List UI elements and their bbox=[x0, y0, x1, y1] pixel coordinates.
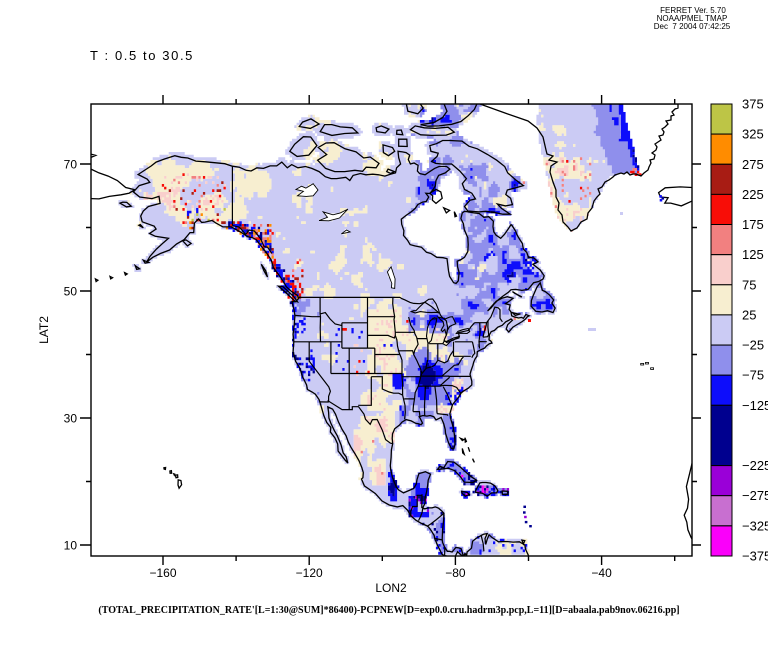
svg-text:FERRET Ver. 5.70: FERRET Ver. 5.70 bbox=[660, 6, 726, 15]
svg-text:−160: −160 bbox=[149, 566, 176, 580]
svg-text:70: 70 bbox=[64, 158, 78, 172]
svg-text:225: 225 bbox=[742, 187, 764, 202]
svg-text:−275: −275 bbox=[742, 488, 768, 503]
svg-text:−375: −375 bbox=[742, 549, 768, 564]
svg-text:−325: −325 bbox=[742, 518, 768, 533]
svg-text:(TOTAL_PRECIPITATION_RATE'[L=1: (TOTAL_PRECIPITATION_RATE'[L=1:30@SUM]*8… bbox=[98, 605, 679, 616]
svg-text:−120: −120 bbox=[296, 566, 323, 580]
svg-text:275: 275 bbox=[742, 157, 764, 172]
svg-text:75: 75 bbox=[742, 277, 756, 292]
svg-text:10: 10 bbox=[64, 539, 78, 553]
svg-text:50: 50 bbox=[64, 285, 78, 299]
svg-text:175: 175 bbox=[742, 217, 764, 232]
svg-text:−80: −80 bbox=[445, 566, 466, 580]
svg-text:−125: −125 bbox=[742, 398, 768, 413]
svg-text:30: 30 bbox=[64, 412, 78, 426]
svg-text:−225: −225 bbox=[742, 458, 768, 473]
svg-text:NOAA/PMEL TMAP: NOAA/PMEL TMAP bbox=[657, 14, 728, 23]
svg-text:LAT2: LAT2 bbox=[37, 316, 51, 344]
svg-text:T : 0.5 to 30.5: T : 0.5 to 30.5 bbox=[90, 48, 194, 63]
svg-text:−75: −75 bbox=[742, 368, 764, 383]
svg-text:LON2: LON2 bbox=[375, 581, 407, 595]
svg-text:375: 375 bbox=[742, 97, 764, 112]
svg-text:125: 125 bbox=[742, 247, 764, 262]
svg-text:−25: −25 bbox=[742, 338, 764, 353]
svg-text:−40: −40 bbox=[591, 566, 612, 580]
svg-text:25: 25 bbox=[742, 307, 756, 322]
svg-text:325: 325 bbox=[742, 127, 764, 142]
svg-text:Dec 7 2004 07:42:25: Dec 7 2004 07:42:25 bbox=[654, 22, 731, 31]
